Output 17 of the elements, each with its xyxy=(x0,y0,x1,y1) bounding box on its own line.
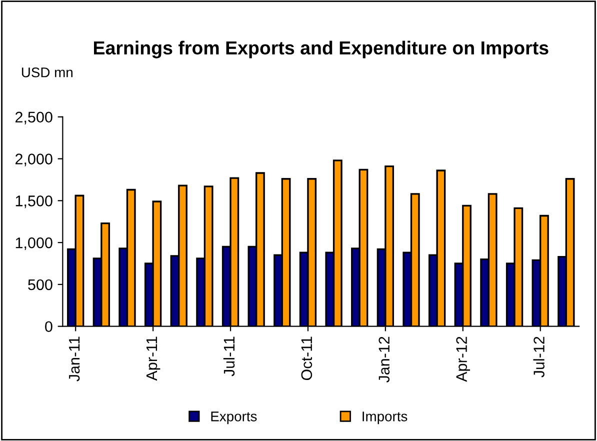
x-tick-label: Oct-11 xyxy=(301,336,312,380)
x-tick-label: Jan-12 xyxy=(378,336,390,383)
y-tick-label: 2,500 xyxy=(16,112,52,124)
legend-label: Exports xyxy=(211,412,257,424)
y-tick-label: 0 xyxy=(45,321,52,332)
x-tick-label: Apr-12 xyxy=(456,336,470,382)
y-tick-label: 500 xyxy=(28,279,52,290)
y-tick-label: 2,000 xyxy=(16,154,52,166)
y-tick-label: 1,500 xyxy=(16,196,52,208)
y-axis-title: USD mn xyxy=(22,67,72,78)
x-tick-label: Apr-11 xyxy=(146,336,160,381)
y-tick-label: 1,000 xyxy=(16,237,52,250)
x-tick-label: Jul-12 xyxy=(533,336,544,378)
legend-label: Imports xyxy=(362,412,408,424)
chart-title: Earnings from Exports and Expenditure on Imports xyxy=(94,40,548,58)
x-tick-label: Jan-11 xyxy=(69,336,80,382)
x-tick-label: Jul-11 xyxy=(223,336,235,376)
